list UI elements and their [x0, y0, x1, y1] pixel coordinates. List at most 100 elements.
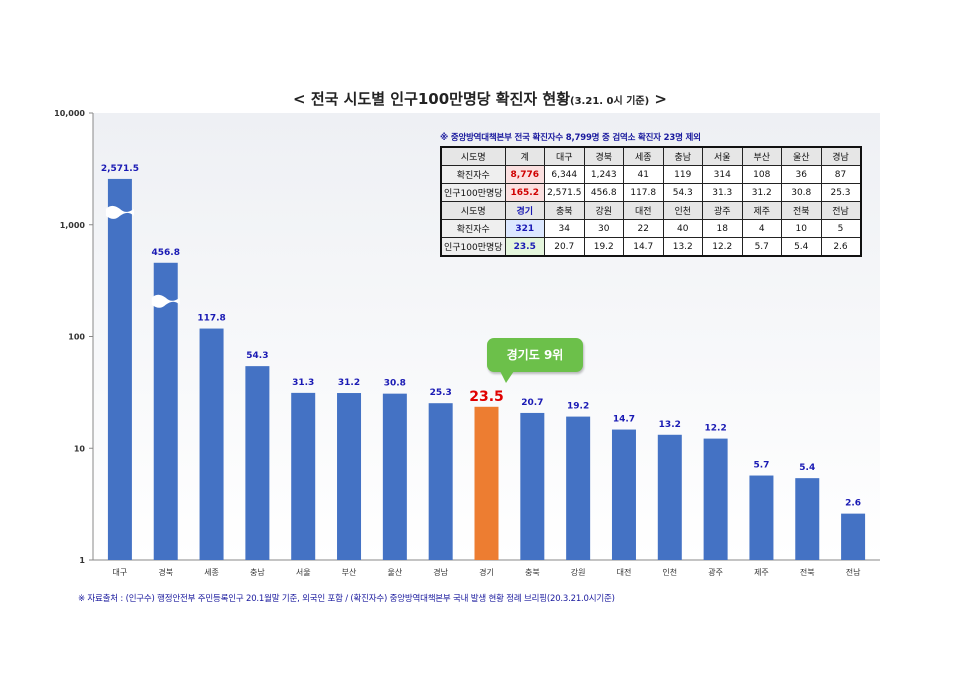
table-row-header: 시도명	[440, 146, 506, 166]
table-cell: 31.3	[702, 183, 743, 202]
bar-울산	[382, 393, 407, 560]
table-cell: 54.3	[662, 183, 703, 202]
table-cell: 31.2	[741, 183, 782, 202]
table-row-header: 시도명	[440, 201, 506, 220]
bar-충남	[245, 366, 270, 560]
table-cell: 34	[544, 219, 585, 238]
table-cell: 6,344	[544, 165, 585, 184]
table-row: 시도명 계 대구 경북 세종 충남 서울 부산 울산 경남	[440, 146, 861, 166]
x-tick-label: 광주	[708, 567, 723, 577]
table-row: 확진자수 8,776 6,344 1,243 41 119 314 108 36 87	[440, 165, 861, 184]
x-axis: 대구 경북 세종 충남 서울 부산 울산 경남 경기 충북 강원 대전 인천 광주 제주 전북 전남	[113, 567, 862, 577]
bar-광주	[703, 438, 728, 560]
table-cell: 119	[662, 165, 703, 184]
table-cell: 강원	[583, 201, 624, 220]
bar-value-label: 5.4	[799, 463, 815, 473]
bar-value-label: 14.7	[613, 415, 635, 425]
chart-title-main: < 전국 시도별 인구100만명당 확진자 현황	[293, 90, 571, 108]
table-row: 인구100만명당 23.5 20.7 19.2 14.7 13.2 12.2 5.7 5.4 2.…	[440, 237, 861, 257]
bar-부산	[337, 393, 362, 560]
source-note: ※ 자료출처 : (인구수) 행정안전부 주민등록인구 20.1월말 기준, 외…	[78, 594, 615, 604]
x-tick-label: 전북	[800, 567, 815, 577]
table-cell: 5.7	[741, 237, 782, 257]
table-cell: 321	[504, 219, 545, 238]
x-tick-label: 대구	[113, 568, 128, 577]
table-cell: 117.8	[623, 183, 664, 202]
table-cell: 세종	[623, 146, 664, 166]
table-cell: 12.2	[702, 237, 743, 257]
bar-충북	[520, 412, 545, 560]
axis-break-mark	[105, 205, 134, 219]
callout-rank: 경기도 9위	[487, 338, 583, 372]
bar-경북	[153, 262, 178, 560]
table-cell: 108	[741, 165, 782, 184]
table-cell: 40	[662, 219, 703, 238]
chart-title: < 전국 시도별 인구100만명당 확진자 현황(3.21. 0시 기준) >	[0, 88, 960, 109]
table-note: ※ 중앙방역대책본부 전국 확진자수 8,799명 중 검역소 확진자 23명 …	[440, 133, 701, 143]
chart-title-end: >	[649, 90, 667, 108]
bar-value-label: 2,571.5	[101, 164, 139, 174]
table-cell: 5.4	[781, 237, 822, 257]
table-cell: 대구	[544, 146, 585, 166]
bar-강원	[566, 416, 591, 560]
bar-경남	[428, 403, 453, 560]
table-cell: 22	[623, 219, 664, 238]
y-tick-label: 100	[68, 333, 85, 342]
x-tick-label: 경기	[479, 567, 494, 577]
x-tick-label: 충북	[525, 568, 540, 577]
x-tick-label: 충남	[250, 568, 265, 577]
y-tick-label: 10	[74, 444, 86, 453]
table-cell: 18	[702, 219, 743, 238]
table-cell: 울산	[781, 146, 822, 166]
table-cell: 충남	[662, 146, 703, 166]
table-cell: 대전	[623, 201, 664, 220]
bars	[105, 178, 866, 560]
bar-서울	[291, 392, 316, 560]
table-cell: 36	[781, 165, 822, 184]
table-cell: 인천	[662, 201, 703, 220]
bar-value-label: 117.8	[197, 314, 225, 324]
table-cell: 314	[702, 165, 743, 184]
table-cell: 2,571.5	[544, 183, 585, 202]
table-cell: 14.7	[623, 237, 664, 257]
table-cell: 경남	[820, 146, 861, 166]
bar-value-label: 54.3	[246, 351, 268, 361]
table-cell: 20.7	[544, 237, 585, 257]
table-cell: 5	[820, 219, 861, 238]
bar-경기	[474, 406, 499, 560]
bar-value-label: 20.7	[521, 398, 543, 408]
table-cell: 부산	[741, 146, 782, 166]
x-tick-label: 울산	[387, 567, 402, 577]
x-tick-label: 강원	[571, 567, 586, 577]
axis-break-mark	[151, 294, 180, 308]
table-cell: 19.2	[583, 237, 624, 257]
table-cell: 25.3	[820, 183, 861, 202]
bar-value-label: 456.8	[152, 248, 180, 258]
x-tick-label: 제주	[754, 568, 769, 577]
bar-value-label: 31.2	[338, 378, 360, 388]
bar-세종	[199, 328, 224, 560]
x-tick-label: 경북	[158, 567, 173, 577]
table-cell: 경기	[504, 201, 545, 220]
x-tick-label: 대전	[617, 567, 632, 577]
table-row-header: 인구100만명당	[440, 183, 506, 202]
bar-value-label: 2.6	[845, 499, 861, 509]
table-cell: 전남	[820, 201, 861, 220]
bar-value-label: 25.3	[430, 388, 452, 398]
y-tick-label: 1,000	[60, 221, 86, 230]
y-tick-label: 1	[79, 556, 85, 565]
bar-value-label: 30.8	[384, 379, 406, 389]
table-cell: 경북	[583, 146, 624, 166]
bar-대구	[107, 178, 132, 560]
table-cell: 2.6	[820, 237, 861, 257]
table-row: 인구100만명당 165.2 2,571.5 456.8 117.8 54.3 31.3 31…	[440, 183, 861, 202]
x-tick-label: 경남	[433, 567, 448, 577]
bar-value-label: 12.2	[705, 424, 727, 434]
bar-value-label: 23.5	[469, 389, 504, 405]
table-cell: 165.2	[504, 183, 545, 202]
x-tick-label: 인천	[662, 567, 677, 577]
table-cell: 전북	[781, 201, 822, 220]
table-row-header: 확진자수	[440, 165, 506, 184]
x-tick-label: 전남	[846, 567, 861, 577]
